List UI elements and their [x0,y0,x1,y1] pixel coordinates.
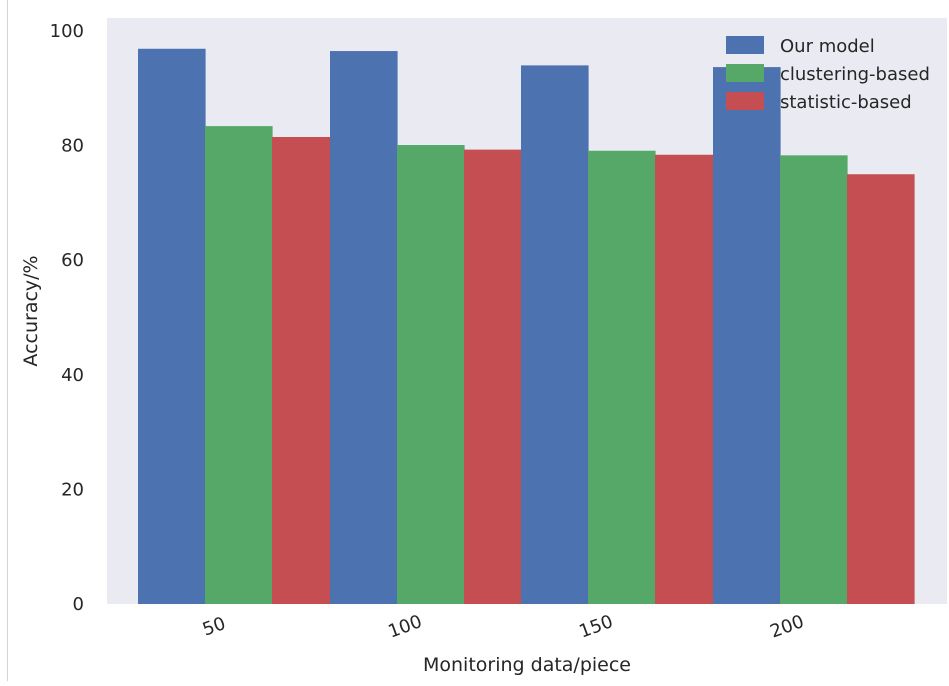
bar-1-150 [521,65,589,604]
bar-2-50 [205,126,273,605]
bar-1-100 [330,51,398,605]
legend-swatch [726,36,764,54]
x-tick-label: 100 [385,611,424,642]
y-axis-label: Accuracy/% [20,255,42,366]
x-tick-label: 200 [767,611,806,642]
legend-swatch [726,92,764,110]
y-tick-label: 80 [61,136,84,157]
bar-1-200 [713,67,781,604]
bars-group [138,48,915,605]
y-axis-ticks: 0 20 40 60 80 100 [50,21,84,615]
bar-3-200 [847,174,915,604]
y-tick-label: 0 [73,594,84,615]
legend-label: Our model [780,36,875,57]
legend-swatch [726,64,764,82]
bar-2-200 [780,155,848,604]
page-left-border [7,0,8,681]
x-tick-label: 50 [200,613,229,641]
y-tick-label: 20 [61,479,84,500]
y-tick-label: 100 [50,21,84,42]
bar-2-100 [397,145,465,605]
x-tick-label: 150 [576,611,615,642]
legend-label: clustering-based [780,64,930,85]
bar-3-100 [464,149,532,604]
legend-label: statistic-based [780,92,912,113]
y-tick-label: 40 [61,365,84,386]
legend: Our model clustering-based statistic-based [726,36,930,113]
bar-1-50 [138,48,206,604]
x-axis-ticks: 50 100 150 200 [200,611,807,642]
bar-2-150 [588,150,656,604]
bar-3-150 [655,154,723,604]
bar-3-50 [272,137,340,604]
y-tick-label: 60 [61,250,84,271]
x-axis-label: Monitoring data/piece [423,654,631,676]
